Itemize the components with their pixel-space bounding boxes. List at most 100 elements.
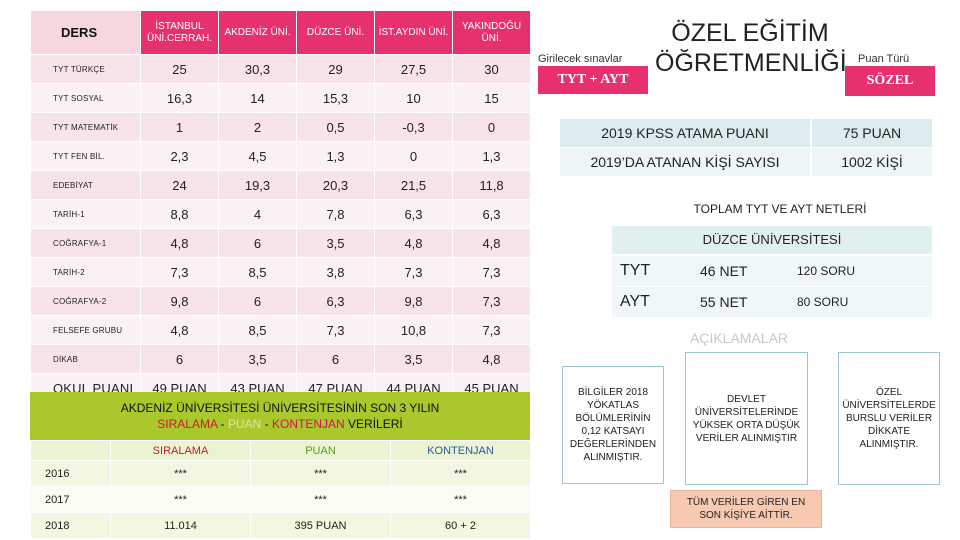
table-cell: 7,3 xyxy=(374,257,453,287)
yearly-cell: *** xyxy=(390,486,531,513)
yearly-row: 2016 *** *** *** xyxy=(30,460,531,487)
table-cell: 29 xyxy=(296,54,375,84)
table-cell: 11,8 xyxy=(452,170,531,200)
banner-tail: VERİLERİ xyxy=(344,417,403,431)
row-label: TYT MATEMATİK xyxy=(30,112,141,142)
kpss-score-value: 75 PUAN xyxy=(812,119,932,147)
row-label: TARİH-2 xyxy=(30,257,141,287)
table-cell: 4,8 xyxy=(452,344,531,374)
row-label: TYT FEN BİL. xyxy=(30,141,141,171)
table-cell: 0 xyxy=(452,112,531,142)
table-cell: 4 xyxy=(218,199,297,229)
table-cell: 7,3 xyxy=(140,257,219,287)
table-cell: 4,8 xyxy=(140,228,219,258)
university-comparison-table: DERS İSTANBUL ÜNİ.CERRAH. AKDENİZ ÜNİ. D… xyxy=(30,10,531,403)
table-row: TARİH-2 7,3 8,5 3,8 7,3 7,3 xyxy=(30,257,531,287)
note-private-universities: ÖZEL ÜNİVERSİTELERDE BURSLU VERİLER DİKK… xyxy=(838,352,940,485)
banner-line2: SIRALAMA - PUAN - KONTENJAN VERİLERİ xyxy=(30,416,530,432)
yearly-cell: *** xyxy=(390,460,531,487)
header-istanbul-cerrah: İSTANBUL ÜNİ.CERRAH. xyxy=(140,10,219,55)
table-cell: 6 xyxy=(218,286,297,316)
yearly-results-table: SIRALAMA PUAN KONTENJAN 2016 *** *** *** 201… xyxy=(30,440,531,539)
appointed-count-row: 2019’DA ATANAN KİŞİ SAYISI 1002 KİŞİ xyxy=(560,148,932,176)
yearly-cell: *** xyxy=(110,486,251,513)
table-row: TYT FEN BİL. 2,3 4,5 1,3 0 1,3 xyxy=(30,141,531,171)
table-row: TYT MATEMATİK 1 2 0,5 -0,3 0 xyxy=(30,112,531,142)
table-cell: 1,3 xyxy=(452,141,531,171)
note-text: ÖZEL ÜNİVERSİTELERDE BURSLU VERİLER DİKK… xyxy=(842,387,936,450)
table-row: DİKAB 6 3,5 6 3,5 4,8 xyxy=(30,344,531,374)
yearly-row: 2018 11.014 395 PUAN 60 + 2 xyxy=(30,512,531,539)
table-cell: 0,5 xyxy=(296,112,375,142)
kpss-score-label: 2019 KPSS ATAMA PUANI xyxy=(560,119,810,147)
header-duzce: DÜZCE ÜNİ. xyxy=(296,10,375,55)
header-istanbul-aydin: İST.AYDIN ÜNİ. xyxy=(374,10,453,55)
table-cell: 3,5 xyxy=(296,228,375,258)
table-cell: 1 xyxy=(140,112,219,142)
yearly-cell: *** xyxy=(110,460,251,487)
row-label: EDEBİYAT xyxy=(30,170,141,200)
year-cell: 2016 xyxy=(30,460,111,487)
row-label: TYT TÜRKÇE xyxy=(30,54,141,84)
page-title: ÖZEL EĞİTİM ÖĞRETMENLİĞİ xyxy=(655,19,847,77)
yearly-cell: *** xyxy=(250,460,391,487)
header-ders: DERS xyxy=(30,10,141,55)
total-nets-title: TOPLAM TYT VE AYT NETLERİ xyxy=(693,202,867,216)
explanations-title: AÇIKLAMALAR xyxy=(690,330,789,346)
table-cell: 7,3 xyxy=(452,286,531,316)
row-label: TYT SOSYAL xyxy=(30,83,141,113)
table-cell: 30,3 xyxy=(218,54,297,84)
appointed-count-value: 1002 KİŞİ xyxy=(812,148,932,176)
table-cell: 4,5 xyxy=(218,141,297,171)
row-label: COĞRAFYA-1 xyxy=(30,228,141,258)
table-cell: 2 xyxy=(218,112,297,142)
yearly-cell: 11.014 xyxy=(110,512,251,539)
tyt-label: TYT xyxy=(620,262,651,279)
duzce-university-header: DÜZCE ÜNİVERSİTESİ xyxy=(612,226,932,254)
kpss-score-row: 2019 KPSS ATAMA PUANI 75 PUAN xyxy=(560,119,932,147)
table-cell: 10,8 xyxy=(374,315,453,345)
note-last-entrant: TÜM VERİLER GİREN EN SON KİŞİYE AİTTİR. xyxy=(670,490,822,528)
yearly-cell: 395 PUAN xyxy=(250,512,391,539)
table-cell: 3,5 xyxy=(374,344,453,374)
table-cell: 7,3 xyxy=(452,315,531,345)
table-cell: 6,3 xyxy=(452,199,531,229)
table-cell: 24 xyxy=(140,170,219,200)
table-cell: 0 xyxy=(374,141,453,171)
table-cell: 6 xyxy=(296,344,375,374)
table-row: TYT SOSYAL 16,3 14 15,3 10 15 xyxy=(30,83,531,113)
exams-label: Girilecek sınavlar xyxy=(538,53,623,65)
yearly-header-puan: PUAN xyxy=(250,440,391,461)
banner-siralama: SIRALAMA xyxy=(157,417,218,431)
header-akdeniz: AKDENİZ ÜNİ. xyxy=(218,10,297,55)
banner-puan: PUAN xyxy=(227,417,262,431)
tyt-net-row: TYT 46 NET 120 SORU xyxy=(612,256,932,286)
row-label: TARİH-1 xyxy=(30,199,141,229)
note-text: TÜM VERİLER GİREN EN SON KİŞİYE AİTTİR. xyxy=(686,497,806,521)
banner-dash: - xyxy=(261,417,272,431)
tyt-question-count: 120 SORU xyxy=(797,264,856,278)
header-yakindogu: YAKINDOĞU ÜNİ. xyxy=(452,10,531,55)
table-cell: 1,3 xyxy=(296,141,375,171)
table-cell: 8,5 xyxy=(218,257,297,287)
table-cell: 30 xyxy=(452,54,531,84)
banner-dash: - xyxy=(217,417,228,431)
year-cell: 2017 xyxy=(30,486,111,513)
tyt-net: 46 NET xyxy=(700,263,748,279)
table-cell: 15 xyxy=(452,83,531,113)
yearly-header-kontenjan: KONTENJAN xyxy=(390,440,531,461)
table-cell: 9,8 xyxy=(374,286,453,316)
note-state-universities: DEVLET ÜNİVERSİTELERİNDE YÜKSEK ORTA DÜŞ… xyxy=(685,352,808,485)
table-row: COĞRAFYA-2 9,8 6 6,3 9,8 7,3 xyxy=(30,286,531,316)
exams-badge: TYT + AYT xyxy=(538,66,648,94)
ayt-net: 55 NET xyxy=(700,294,748,310)
table-row: COĞRAFYA-1 4,8 6 3,5 4,8 4,8 xyxy=(30,228,531,258)
appointed-count-label: 2019’DA ATANAN KİŞİ SAYISI xyxy=(560,148,810,176)
table-cell: 3,8 xyxy=(296,257,375,287)
score-type-label: Puan Türü xyxy=(858,53,910,65)
table-cell: 8,8 xyxy=(140,199,219,229)
note-yokatlas: BİLGİLER 2018 YÖKATLAS BÖLÜMLERİNİN 0,12… xyxy=(562,366,664,484)
table-header-row: DERS İSTANBUL ÜNİ.CERRAH. AKDENİZ ÜNİ. D… xyxy=(30,10,531,55)
table-cell: 7,3 xyxy=(296,315,375,345)
table-cell: 20,3 xyxy=(296,170,375,200)
